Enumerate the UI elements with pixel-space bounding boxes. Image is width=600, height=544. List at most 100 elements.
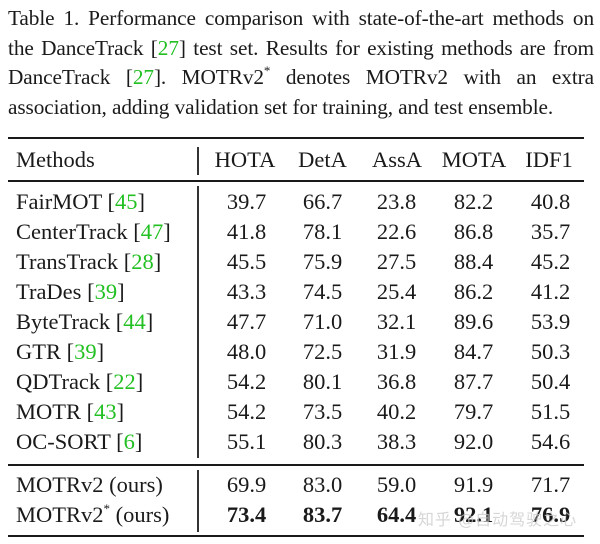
method-name: FairMOT [45] — [16, 189, 145, 214]
metric-value: 45.2 — [530, 249, 571, 274]
metric-value: 55.1 — [226, 429, 267, 454]
table-row: FairMOT [45] 39.7 66.7 23.8 82.2 40.8 — [0, 187, 600, 217]
citation-link[interactable]: 43 — [94, 399, 117, 424]
table-row: MOTR [43] 54.2 73.5 40.2 79.7 51.5 — [0, 397, 600, 427]
method-label: ByteTrack — [16, 309, 111, 334]
metric-value: 31.9 — [376, 339, 417, 364]
caption-text: Table 1. Performance comparison with sta… — [8, 6, 594, 60]
header-mota: MOTA — [441, 147, 507, 172]
metric-value: 47.7 — [226, 309, 267, 334]
ours-label: (ours) — [103, 472, 163, 497]
method-name: QDTrack [22] — [16, 369, 144, 394]
metric-value: 76.9 — [530, 502, 571, 527]
metric-value: 25.4 — [376, 279, 417, 304]
metric-value: 80.3 — [302, 429, 343, 454]
citation-link[interactable]: 27 — [132, 65, 154, 89]
method-label: MOTRv2 — [16, 502, 104, 527]
metric-value: 73.4 — [226, 502, 267, 527]
method-name: MOTR [43] — [16, 399, 125, 424]
method-label: MOTRv2 — [16, 472, 104, 497]
method-label: FairMOT — [16, 189, 102, 214]
metric-value: 66.7 — [302, 189, 343, 214]
metric-value: 41.2 — [530, 279, 571, 304]
metric-value: 78.1 — [302, 219, 343, 244]
metric-value: 64.4 — [376, 502, 417, 527]
table-row: TraDes [39] 43.3 74.5 25.4 86.2 41.2 — [0, 277, 600, 307]
metric-value: 54.2 — [226, 369, 267, 394]
citation-link[interactable]: 47 — [140, 219, 164, 244]
metric-value: 83.0 — [302, 472, 343, 497]
asterisk: * — [103, 501, 111, 516]
table-header: Methods HOTA DetA AssA MOTA IDF1 — [0, 145, 600, 175]
header-methods: Methods — [16, 147, 95, 172]
method-label: CenterTrack — [16, 219, 128, 244]
method-name: TraDes [39] — [16, 279, 125, 304]
citation-link[interactable]: 22 — [113, 369, 136, 394]
citation-link[interactable]: 28 — [131, 249, 154, 274]
metric-value: 71.7 — [530, 472, 571, 497]
metric-value: 89.6 — [453, 309, 494, 334]
metric-value: 23.8 — [376, 189, 417, 214]
metric-value: 59.0 — [376, 472, 417, 497]
metric-value: 74.5 — [302, 279, 343, 304]
asterisk: * — [263, 63, 271, 78]
ours-label: (ours) — [110, 502, 170, 527]
method-name: OC-SORT [6] — [16, 429, 143, 454]
metric-value: 54.2 — [226, 399, 267, 424]
metric-value: 82.2 — [453, 189, 494, 214]
metric-value: 22.6 — [376, 219, 417, 244]
caption-text: denotes MOTRv2 with an extra association… — [8, 65, 594, 119]
header-rule — [8, 180, 584, 182]
citation-link[interactable]: 39 — [94, 279, 118, 304]
header-idf1: IDF1 — [525, 147, 573, 172]
column-divider — [197, 147, 199, 175]
metric-value: 32.1 — [376, 309, 417, 334]
metric-value: 86.8 — [453, 219, 494, 244]
metric-value: 69.9 — [226, 472, 267, 497]
metric-value: 79.7 — [453, 399, 494, 424]
metric-value: 50.3 — [530, 339, 571, 364]
citation-link[interactable]: 6 — [123, 429, 135, 454]
metric-value: 40.8 — [530, 189, 571, 214]
metric-value: 86.2 — [453, 279, 494, 304]
metric-value: 91.9 — [453, 472, 494, 497]
table-row: GTR [39] 48.0 72.5 31.9 84.7 50.3 — [0, 337, 600, 367]
table-caption: Table 1. Performance comparison with sta… — [8, 4, 594, 122]
caption-text: ] test set. Results for existing methods… — [8, 35, 595, 90]
metric-value: 53.9 — [530, 309, 571, 334]
metric-value: 72.5 — [302, 339, 343, 364]
metric-value: 92.1 — [453, 502, 494, 527]
metric-value: 54.6 — [530, 429, 571, 454]
method-label: GTR — [16, 339, 61, 364]
table-row-ours: MOTRv2* (ours) 73.4 83.7 64.4 92.1 76.9 — [0, 500, 600, 530]
metric-value: 27.5 — [376, 249, 417, 274]
table-row: ByteTrack [44] 47.7 71.0 32.1 89.6 53.9 — [0, 307, 600, 337]
metric-value: 87.7 — [453, 369, 494, 394]
metric-value: 92.0 — [453, 429, 494, 454]
table-row: QDTrack [22] 54.2 80.1 36.8 87.7 50.4 — [0, 367, 600, 397]
metric-value: 80.1 — [302, 369, 343, 394]
metric-value: 39.7 — [226, 189, 267, 214]
table-row: OC-SORT [6] 55.1 80.3 38.3 92.0 54.6 — [0, 427, 600, 457]
column-divider — [197, 470, 199, 532]
watermark: 知乎 @自动驾驶之心 — [418, 510, 578, 529]
method-name: MOTRv2* (ours) — [16, 500, 169, 530]
method-name: ByteTrack [44] — [16, 309, 154, 334]
citation-link[interactable]: 45 — [114, 189, 138, 214]
metric-value: 50.4 — [530, 369, 571, 394]
table-row-ours: MOTRv2 (ours) 69.9 83.0 59.0 91.9 71.7 — [0, 470, 600, 500]
metric-value: 43.3 — [226, 279, 267, 304]
metric-value: 84.7 — [453, 339, 494, 364]
metric-value: 51.5 — [530, 399, 571, 424]
method-label: OC-SORT — [16, 429, 111, 454]
caption-text: ]. MOTRv2 — [153, 65, 264, 89]
header-deta: DetA — [298, 147, 347, 172]
metric-value: 83.7 — [302, 502, 343, 527]
method-label: TransTrack — [16, 249, 119, 274]
metric-value: 41.8 — [226, 219, 267, 244]
citation-link[interactable]: 44 — [123, 309, 146, 334]
citation-link[interactable]: 39 — [74, 339, 97, 364]
column-divider — [197, 186, 199, 458]
method-name: TransTrack [28] — [16, 249, 162, 274]
citation-link[interactable]: 27 — [157, 35, 179, 60]
